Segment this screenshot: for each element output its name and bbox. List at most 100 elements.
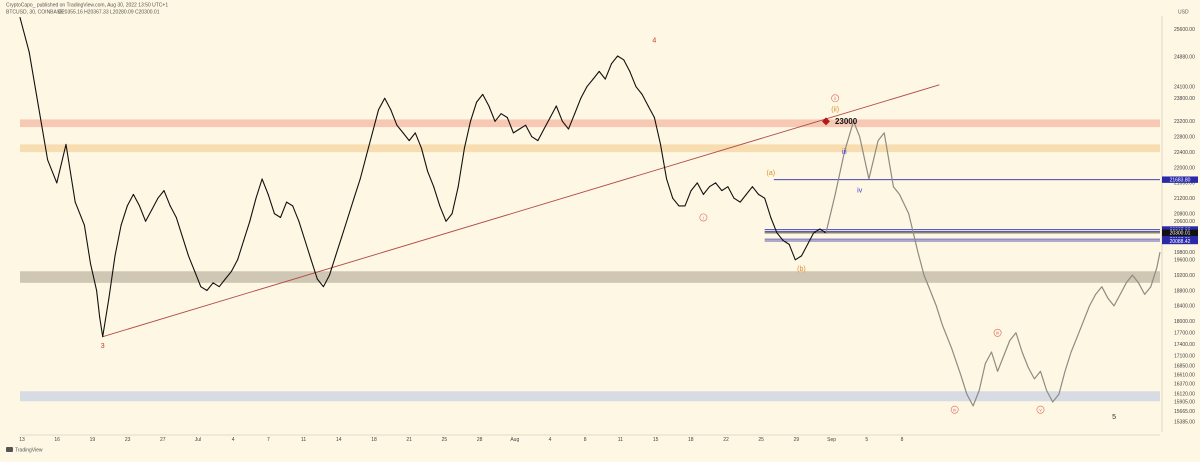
price-point	[99, 316, 101, 318]
price-point	[488, 105, 490, 107]
price-point	[764, 197, 766, 199]
price-point	[610, 63, 612, 65]
price-line	[19, 17, 827, 338]
price-point	[709, 186, 711, 188]
price-point	[758, 193, 760, 195]
tradingview-logo-icon	[6, 447, 13, 452]
x-tick-label: 27	[160, 437, 166, 443]
x-tick-label: 11	[618, 437, 623, 443]
price-point	[555, 105, 557, 107]
price-point	[451, 213, 453, 215]
x-tick-label: Aug	[510, 437, 519, 443]
wave-label-circle	[993, 328, 1002, 337]
zone-support-blue	[20, 391, 1160, 402]
x-tick-label: 5	[865, 437, 868, 443]
price-point	[335, 255, 337, 257]
price-point	[519, 128, 521, 130]
x-tick-label: 14	[336, 437, 342, 443]
wave-label: 5	[1112, 414, 1116, 421]
price-point	[598, 70, 600, 72]
x-tick-label: 22	[723, 437, 729, 443]
price-point	[230, 270, 232, 272]
price-point	[163, 190, 165, 192]
price-point	[255, 197, 257, 199]
price-point	[500, 113, 502, 115]
wave-label: iv	[953, 408, 957, 413]
price-point	[666, 178, 668, 180]
price-point	[120, 224, 122, 226]
price-point	[292, 205, 294, 207]
price-point	[537, 140, 539, 142]
level-price-label: 21683.80	[1170, 177, 1191, 183]
price-point	[525, 124, 527, 126]
price-point	[371, 132, 373, 134]
price-point	[96, 290, 98, 292]
price-point	[463, 147, 465, 149]
level-price-tag	[1162, 176, 1198, 183]
x-tick-label: 13	[19, 437, 25, 443]
price-point	[592, 78, 594, 80]
y-tick-label: 17700.00	[1174, 331, 1195, 337]
price-point	[659, 143, 661, 145]
price-point	[684, 205, 686, 207]
y-tick-label: 16610.00	[1174, 373, 1195, 379]
price-point	[194, 270, 196, 272]
price-point	[341, 236, 343, 238]
price-point	[512, 132, 514, 134]
price-point	[635, 86, 637, 88]
wave-label: ii	[834, 96, 836, 101]
y-tick-label: 17100.00	[1174, 354, 1195, 360]
x-tick-label: 21	[406, 437, 412, 443]
y-tick-label: 22400.00	[1174, 150, 1195, 156]
price-point	[322, 286, 324, 288]
wave-label: iii	[996, 331, 999, 336]
wave-label-circle	[950, 405, 959, 414]
price-point	[647, 105, 649, 107]
price-point	[445, 220, 447, 222]
x-tick-label: 25	[442, 437, 448, 443]
zones-layer	[20, 119, 1160, 402]
wave-label-circle	[699, 213, 708, 222]
target-marker	[821, 117, 830, 126]
y-tick-label: 16120.00	[1174, 391, 1195, 397]
price-point	[629, 70, 631, 72]
price-point	[586, 86, 588, 88]
price-point	[47, 159, 49, 161]
price-point	[561, 120, 563, 122]
wave-label: iii	[842, 149, 847, 156]
price-point	[390, 109, 392, 111]
x-tick-label: 23	[125, 437, 131, 443]
price-point	[696, 182, 698, 184]
price-point	[427, 170, 429, 172]
price-point	[745, 193, 747, 195]
price-point	[151, 209, 153, 211]
price-point	[782, 240, 784, 242]
zone-support-grey	[20, 271, 1160, 283]
x-axis-layer: 13 16 19 23 27 Jul 4 7 11 14 18 21 25 28 Aug 4 8 11 15 18 22…	[19, 434, 1160, 443]
price-point	[739, 201, 741, 203]
y-tick-label: 24100.00	[1174, 85, 1195, 91]
price-point	[617, 55, 619, 57]
price-point	[286, 201, 288, 203]
price-point	[37, 105, 39, 107]
wave-label: iv	[857, 187, 863, 194]
y-tick-label: 24880.00	[1174, 55, 1195, 61]
trendline-layer	[102, 84, 940, 338]
price-point	[310, 259, 312, 261]
price-point	[126, 205, 128, 207]
price-point	[175, 216, 177, 218]
price-point	[89, 263, 91, 265]
wave-label-circle	[1036, 405, 1045, 414]
x-tick-label: 8	[901, 437, 904, 443]
price-point	[359, 178, 361, 180]
price-point	[188, 255, 190, 257]
x-tick-label: 19	[90, 437, 96, 443]
levels-layer	[764, 179, 1160, 242]
wave-label: 3	[101, 343, 105, 350]
x-tick-label: 4	[232, 437, 235, 443]
price-point	[672, 197, 674, 199]
price-point	[384, 97, 386, 99]
y-tick-label: 15905.00	[1174, 400, 1195, 406]
tradingview-logo: TradingView	[6, 447, 43, 454]
price-point	[237, 259, 239, 261]
